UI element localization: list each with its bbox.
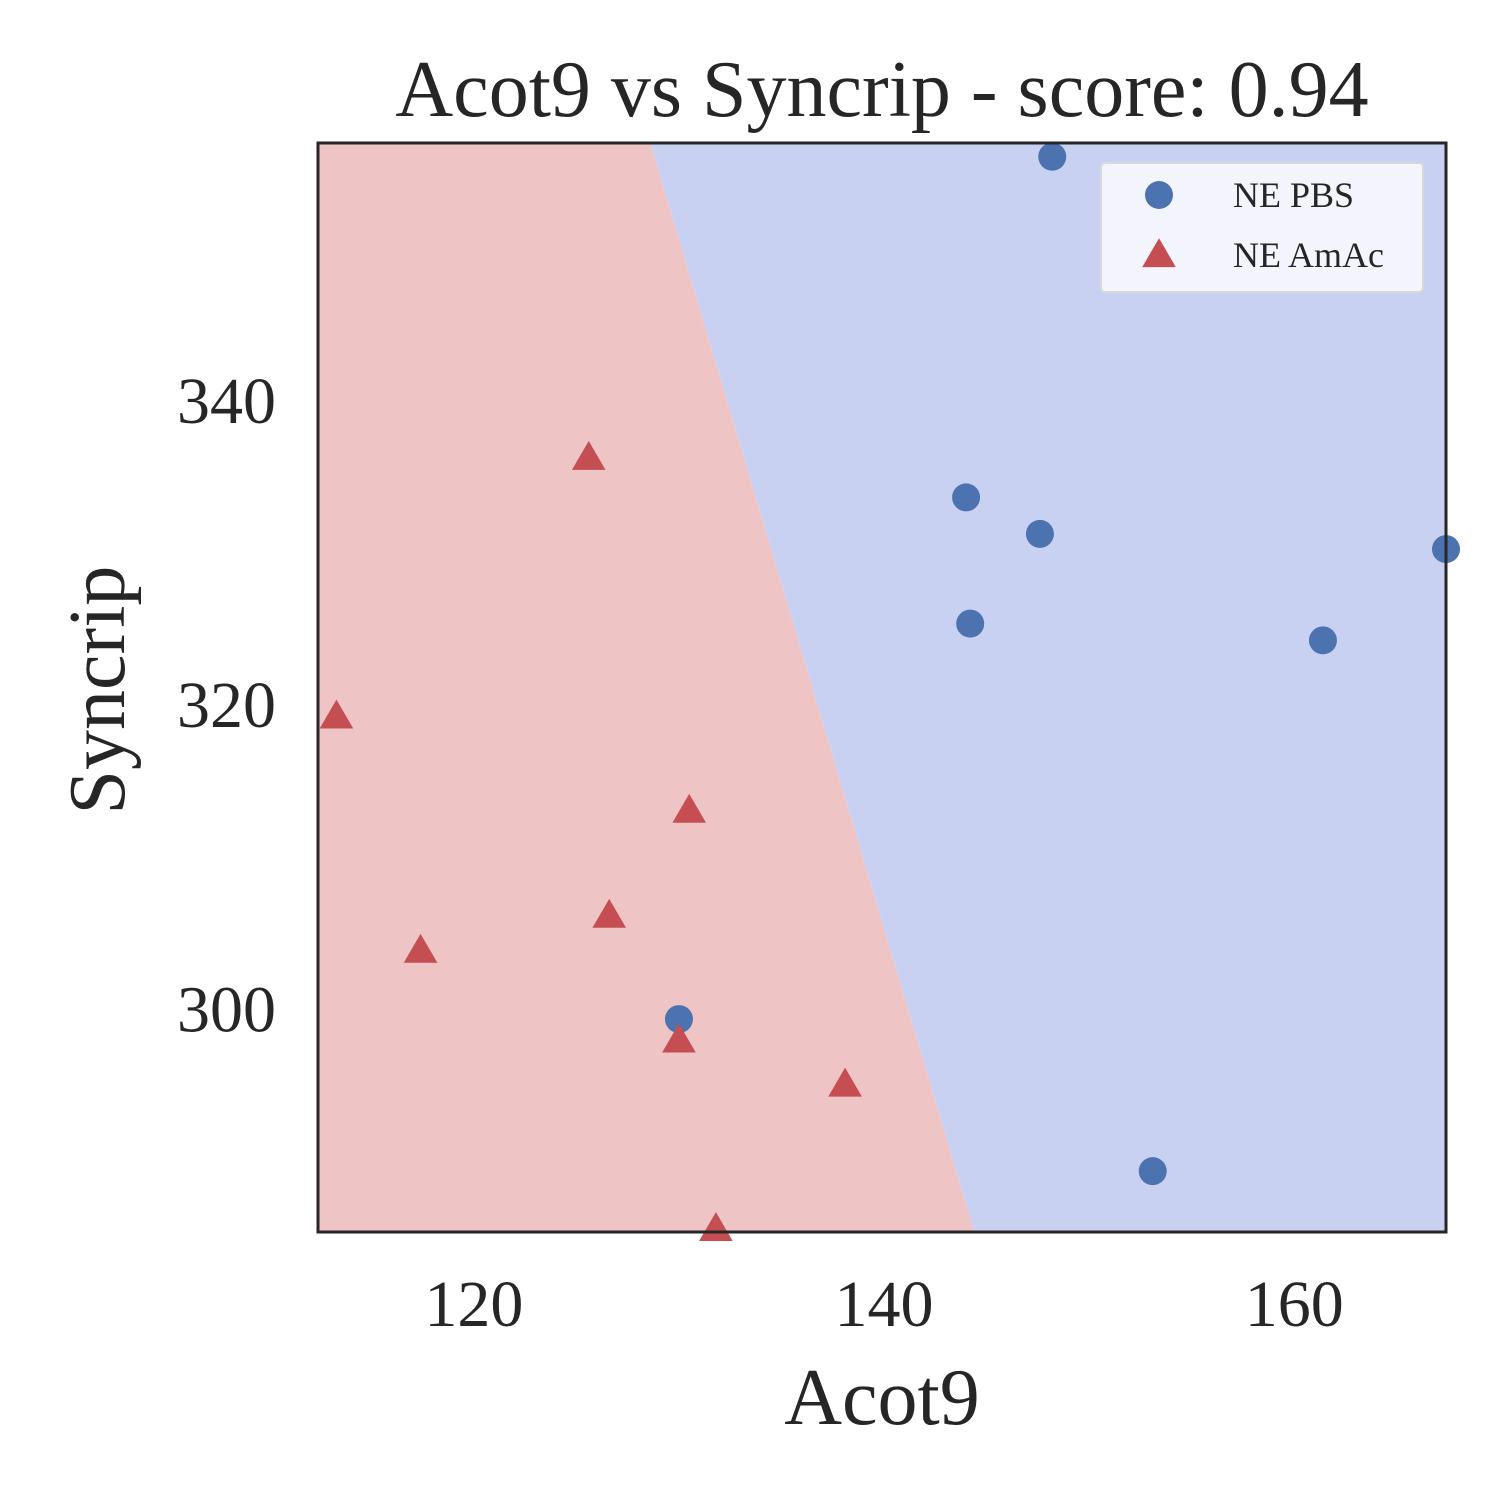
data-markers [319,142,1460,1242]
x-tick-label: 120 [424,1268,523,1341]
ne-pbs-point [1308,626,1337,655]
x-axis-ticks: 120 140 160 [424,1268,1343,1341]
decision-region-ne-amac [318,143,975,1232]
ne-pbs-point [952,483,981,512]
chart-title: Acot9 vs Syncrip - score: 0.94 [395,46,1368,134]
ne-pbs-point [956,609,985,638]
ne-pbs-point [1038,142,1067,171]
y-tick-label: 320 [177,669,276,742]
y-tick-label: 340 [177,365,276,438]
ne-pbs-point [1138,1157,1167,1186]
legend-marker-ne-pbs [1145,181,1173,209]
ne-pbs-point [1025,519,1054,548]
legend-label-ne-pbs: NE PBS [1233,175,1354,215]
legend-label-ne-amac: NE AmAc [1233,235,1384,275]
plot-frame [316,141,1448,1234]
legend-marker-ne-amac [1142,238,1176,268]
x-axis-label: Acot9 [784,1354,980,1442]
decision-regions [318,143,1446,1232]
ne-amac-point [403,933,438,963]
ne-amac-point [662,1023,696,1053]
y-axis-label: Syncrip [54,566,142,815]
y-tick-label: 300 [177,973,276,1046]
x-tick-label: 140 [835,1268,934,1341]
x-tick-label: 160 [1245,1268,1344,1341]
ne-amac-point [571,441,606,470]
ne-amac-point [699,1212,733,1242]
legend-box [1100,162,1424,293]
y-axis-ticks: 300 320 340 [177,365,276,1046]
ne-pbs-point [664,1005,693,1034]
legend: NE PBS NE AmAc [1100,162,1424,293]
decision-region-ne-pbs [650,143,1446,1232]
ne-amac-point [828,1067,862,1097]
ne-amac-point [319,699,354,729]
ne-amac-point [592,898,627,928]
ne-amac-point [672,793,707,823]
